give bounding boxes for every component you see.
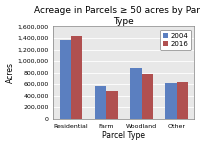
Title: Acreage in Parcels ≥ 50 acres by Parcel
Type: Acreage in Parcels ≥ 50 acres by Parcel …	[34, 6, 200, 26]
Bar	[142, 74, 153, 119]
Bar	[165, 83, 177, 119]
Legend: 2004, 2016: 2004, 2016	[160, 30, 191, 49]
Bar	[106, 91, 118, 119]
Bar	[71, 36, 82, 119]
Bar	[95, 86, 106, 119]
X-axis label: Parcel Type: Parcel Type	[102, 131, 145, 140]
Bar	[60, 40, 71, 119]
Bar	[130, 68, 142, 119]
Bar	[177, 82, 188, 119]
Y-axis label: Acres: Acres	[6, 62, 15, 83]
